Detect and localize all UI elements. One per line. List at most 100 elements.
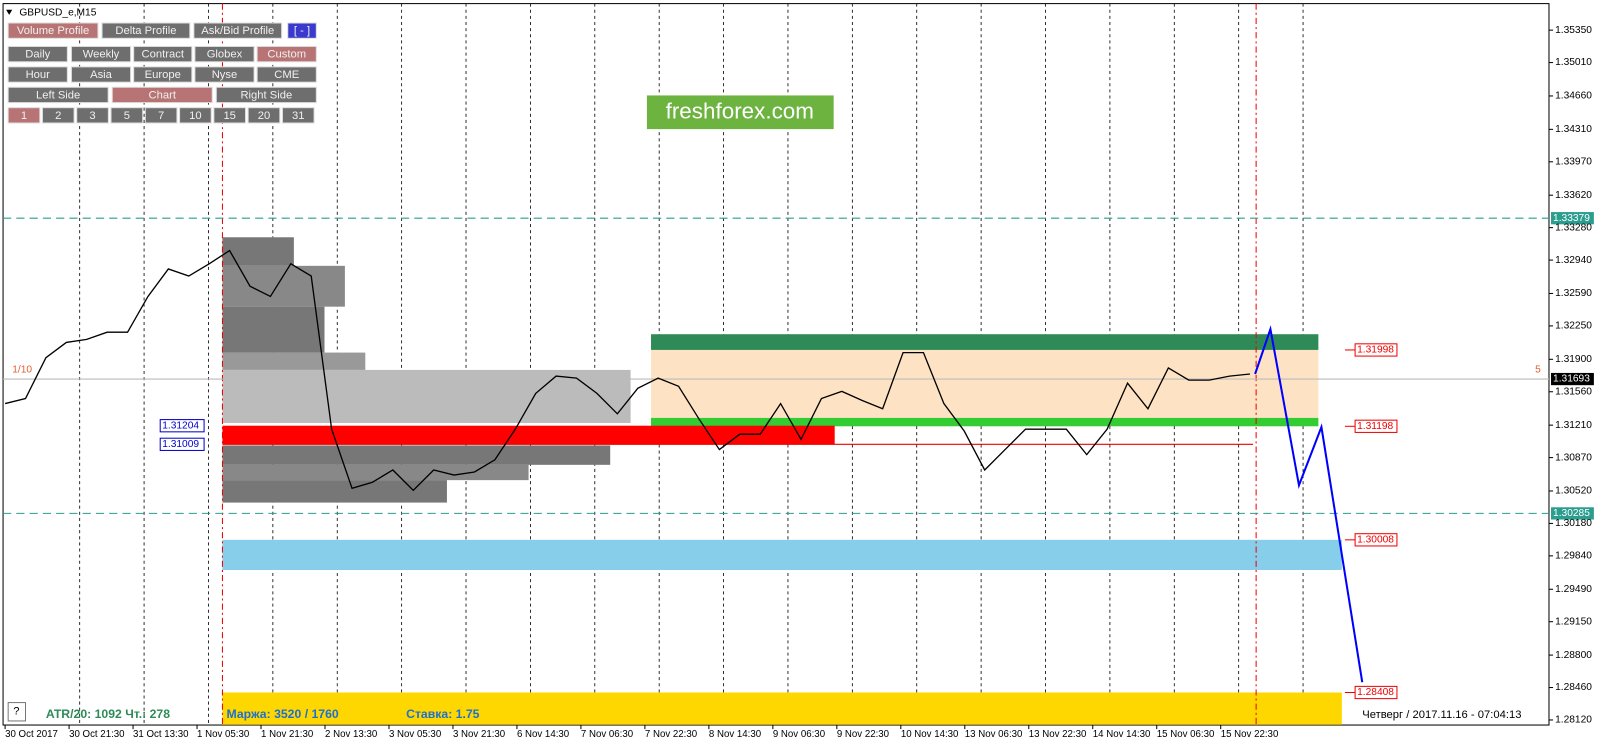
button-label: Contract bbox=[142, 49, 185, 61]
poc-label: 1.31009 bbox=[162, 439, 199, 450]
toolbar-button[interactable]: Chart bbox=[111, 86, 213, 104]
toolbar-button[interactable]: Daily bbox=[7, 45, 68, 63]
button-face bbox=[193, 22, 283, 39]
poc-label-box bbox=[159, 437, 205, 451]
toolbar-button[interactable]: Right Side bbox=[215, 86, 317, 104]
toolbar-button[interactable]: Globex bbox=[194, 45, 255, 63]
price-badge-text: 1.33379 bbox=[1553, 213, 1590, 224]
volume-profile-bar bbox=[222, 265, 345, 307]
toolbar-button[interactable]: Europe bbox=[133, 66, 193, 83]
poc-label-box bbox=[159, 419, 205, 433]
toolbar-button[interactable]: Volume Profile bbox=[7, 22, 99, 39]
red-label-box bbox=[1354, 419, 1398, 433]
banner-text: freshforex.com bbox=[666, 99, 814, 124]
toolbar-button[interactable]: Weekly bbox=[70, 45, 132, 63]
x-tick-label: 8 Nov 14:30 bbox=[709, 729, 762, 740]
toolbar-button[interactable]: Contract bbox=[133, 45, 193, 63]
red-label-box bbox=[1354, 343, 1398, 357]
button-face bbox=[194, 66, 255, 83]
x-tick-label: 3 Nov 21:30 bbox=[453, 729, 506, 740]
button-label: Ask/Bid Profile bbox=[201, 25, 274, 37]
red-label: 1.31998 bbox=[1357, 345, 1394, 356]
x-tick-label: 1 Nov 21:30 bbox=[261, 729, 314, 740]
button-label: 5 bbox=[124, 110, 130, 122]
x-tick-label: 14 Nov 14:30 bbox=[1093, 729, 1151, 740]
toolbar-button[interactable]: 20 bbox=[247, 107, 281, 124]
toolbar-button[interactable]: Asia bbox=[70, 66, 132, 83]
volume-profile-bar bbox=[222, 352, 366, 370]
button-label: Asia bbox=[90, 69, 113, 81]
y-tick-label: 1.28800 bbox=[1555, 650, 1592, 661]
help-button[interactable] bbox=[7, 702, 27, 722]
button-label: Nyse bbox=[212, 69, 238, 81]
x-tick-label: 7 Nov 06:30 bbox=[581, 729, 634, 740]
current-price-badge bbox=[1551, 372, 1594, 386]
toolbar-button[interactable]: Ask/Bid Profile bbox=[193, 22, 283, 39]
margin-text: Маржа: 3520 / 1760 bbox=[227, 707, 339, 721]
poc-label: 1.31204 bbox=[162, 420, 199, 431]
x-tick-label: 31 Oct 13:30 bbox=[133, 729, 189, 740]
x-tick-label: 13 Nov 22:30 bbox=[1029, 729, 1087, 740]
y-tick-label: 1.30870 bbox=[1555, 452, 1592, 463]
toolbar-button[interactable]: 15 bbox=[213, 107, 247, 124]
button-label: Daily bbox=[25, 49, 50, 61]
button-label: 15 bbox=[223, 110, 235, 122]
toolbar-button[interactable]: Left Side bbox=[7, 86, 109, 104]
x-tick-label: 6 Nov 14:30 bbox=[517, 729, 570, 740]
volume-profile-bar bbox=[222, 464, 529, 481]
toolbar-button[interactable]: 3 bbox=[76, 107, 109, 124]
button-face bbox=[133, 45, 193, 63]
toolbar-button[interactable]: CME bbox=[256, 66, 317, 83]
toolbar-button[interactable]: 7 bbox=[144, 107, 178, 124]
button-face bbox=[7, 45, 68, 63]
toolbar-button[interactable]: 2 bbox=[41, 107, 75, 124]
zone bbox=[651, 334, 1319, 350]
toolbar-button[interactable]: 31 bbox=[281, 107, 315, 124]
y-tick-label: 1.31560 bbox=[1555, 386, 1592, 397]
y-tick-label: 1.35010 bbox=[1555, 57, 1592, 68]
toolbar-button[interactable]: [ - ] bbox=[287, 22, 317, 39]
zone bbox=[222, 692, 1342, 725]
y-tick-label: 1.28120 bbox=[1555, 715, 1592, 726]
button-label: Custom bbox=[267, 49, 306, 61]
y-tick-label: 1.29490 bbox=[1555, 584, 1592, 595]
y-tick-label: 1.32940 bbox=[1555, 255, 1592, 266]
x-tick-label: 9 Nov 06:30 bbox=[773, 729, 826, 740]
button-label: Left Side bbox=[36, 89, 80, 101]
y-tick-label: 1.32250 bbox=[1555, 321, 1592, 332]
toolbar-button[interactable]: Hour bbox=[7, 66, 68, 83]
toolbar-button[interactable]: Nyse bbox=[194, 66, 255, 83]
y-tick-label: 1.31900 bbox=[1555, 354, 1592, 365]
button-label: 1 bbox=[21, 110, 27, 122]
button-label: 7 bbox=[158, 110, 164, 122]
red-label: 1.31198 bbox=[1357, 421, 1393, 432]
red-label-box bbox=[1354, 685, 1398, 700]
toolbar-button[interactable]: 5 bbox=[110, 107, 144, 124]
zone bbox=[651, 349, 1319, 418]
toolbar-button[interactable]: Delta Profile bbox=[101, 22, 191, 39]
button-face bbox=[101, 22, 191, 39]
clock-text: Четверг / 2017.11.16 - 07:04:13 bbox=[1362, 709, 1521, 721]
red-label-box bbox=[1354, 533, 1398, 547]
plot-frame bbox=[2, 3, 1550, 726]
button-face bbox=[287, 22, 317, 39]
button-face bbox=[7, 107, 41, 124]
toolbar-button[interactable]: 10 bbox=[179, 107, 212, 124]
y-tick-label: 1.34310 bbox=[1555, 124, 1592, 135]
button-label: Volume Profile bbox=[17, 25, 89, 37]
button-face bbox=[7, 22, 99, 39]
toolbar-button[interactable]: 1 bbox=[7, 107, 41, 124]
zone bbox=[222, 539, 1342, 570]
x-tick-label: 10 Nov 14:30 bbox=[901, 729, 959, 740]
volume-profile-bar bbox=[222, 306, 325, 353]
rate-text: Ставка: 1.75 bbox=[406, 707, 480, 721]
left-note: 1/10 bbox=[12, 365, 32, 376]
title-arrow bbox=[6, 9, 13, 15]
button-face bbox=[41, 107, 75, 124]
current-price-text: 1.31693 bbox=[1553, 374, 1590, 385]
right-note: 5 bbox=[1535, 365, 1541, 376]
y-tick-label: 1.35350 bbox=[1555, 25, 1592, 36]
toolbar-button[interactable]: Custom bbox=[256, 45, 317, 63]
button-face bbox=[179, 107, 212, 124]
